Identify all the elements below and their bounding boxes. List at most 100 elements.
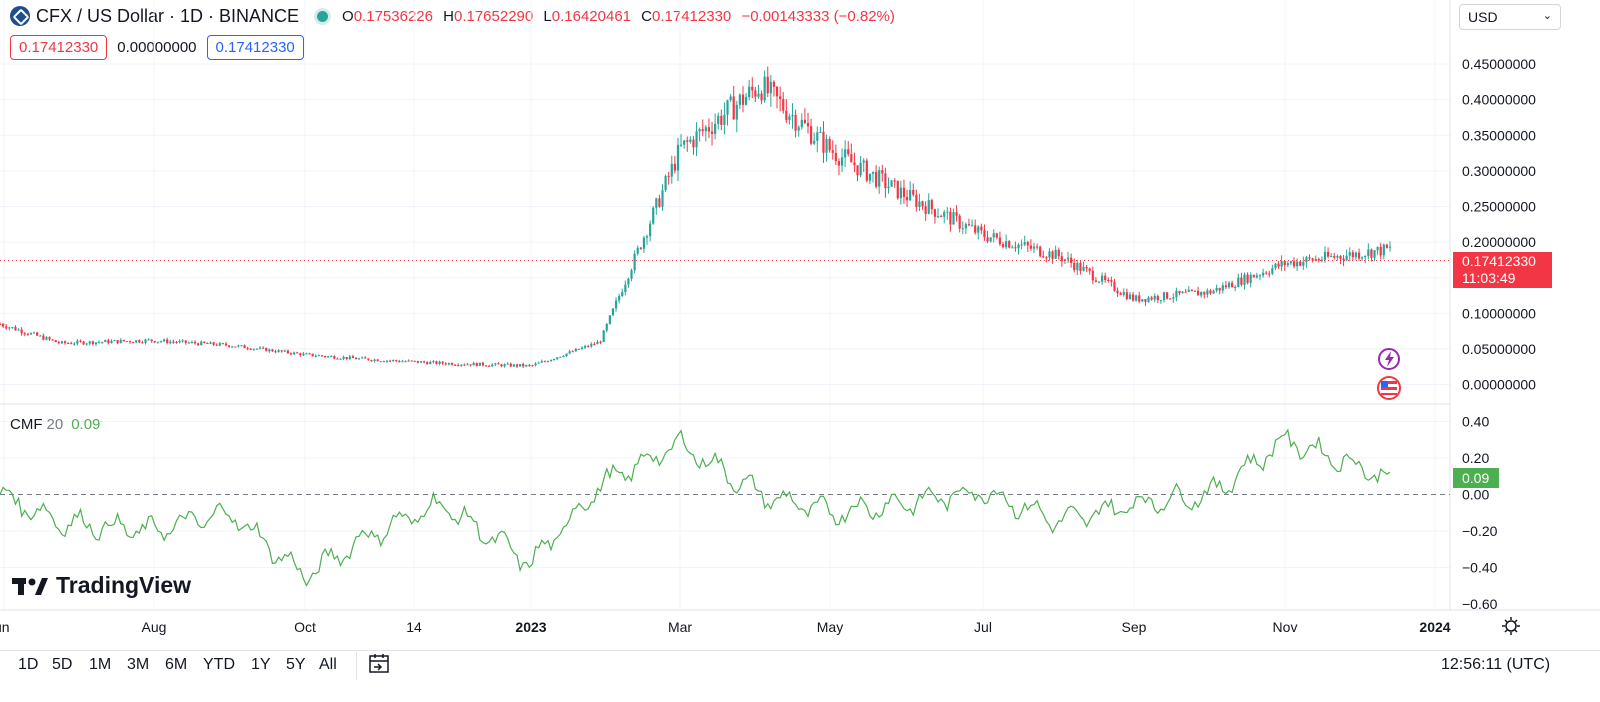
candle-body [1138,295,1141,302]
symbol-title[interactable]: CFX / US Dollar · 1D · BINANCE [36,5,300,26]
candle-body [1091,270,1094,281]
price-tick-label: 0.10000000 [1462,305,1536,321]
chart-header: CFX / US Dollar · 1D · BINANCE O0.175362… [10,4,901,28]
candle-body [184,340,187,343]
tradingview-watermark[interactable]: TradingView [12,572,191,599]
candle-body [751,86,754,91]
utc-clock[interactable]: 12:56:11 (UTC) [1441,656,1551,673]
candle-body [113,340,116,342]
currency-select[interactable]: USD ⌄ [1459,4,1561,30]
time-tick-label: Aug [142,619,167,635]
candle-body [104,340,107,342]
candle-body [79,340,82,342]
buy-price-box[interactable]: 0.17412330 [206,35,304,60]
candle-body [197,343,200,346]
candle-body [946,211,949,213]
cmf-value-tag [1453,468,1499,488]
candle-body [212,342,215,345]
lightning-icon [1378,348,1400,370]
candle-body [76,340,79,344]
candle-body [673,163,676,171]
candle-body [933,209,937,217]
candle-body [125,341,129,343]
range-button-1m[interactable]: 1M [89,656,112,673]
candle-body [1125,292,1128,300]
range-button-3m[interactable]: 3M [127,656,150,673]
candle-body [8,327,11,329]
candle-body [1215,287,1218,291]
candle-body [0,323,2,325]
candle-body [837,161,841,166]
range-button-6m[interactable]: 6M [165,656,188,673]
range-button-ytd[interactable]: YTD [203,656,235,673]
candle-body [522,364,525,367]
candle-body [921,201,924,207]
candle-body [692,139,695,148]
candle-body [17,329,20,331]
candle-body [1224,285,1228,288]
tradingview-logo-icon [12,577,48,595]
candle-body [1073,263,1076,271]
tradingview-wordmark: TradingView [56,572,192,598]
candle-body [512,364,515,367]
candle-body [936,216,940,218]
candle-body [992,233,995,238]
candle-body [246,348,249,350]
candle-body [896,180,899,199]
bottom-toolbar [0,650,1600,702]
candle-body [559,356,562,358]
candle-body [466,364,469,366]
candle-body [1070,257,1073,264]
candle-body [156,341,159,343]
candle-body [1045,257,1048,259]
candle-body [1113,281,1116,291]
candle-body [85,343,88,345]
candle-body [392,360,395,362]
chart-canvas[interactable]: 0.45000000 0.40000000 0.35000000 0.30000000… [0,0,1600,650]
cmf-value-text: 0.09 [1462,470,1489,486]
candle-body [624,284,627,293]
candle-body [1354,252,1358,258]
range-button-5y[interactable]: 5Y [286,656,306,673]
time-tick-label: May [817,619,843,635]
candle-body [596,341,599,345]
candle-body [878,170,881,187]
range-button-1y[interactable]: 1Y [251,656,271,673]
candle-body [967,224,971,226]
range-button-5d[interactable]: 5D [52,656,73,673]
candle-body [924,206,927,214]
candle-body [642,237,646,249]
cmf-tick-label: −0.60 [1462,596,1498,612]
time-tick-label: Sep [1122,619,1147,635]
candle-body [1330,255,1333,257]
candle-body [1150,297,1153,300]
candle-body [1296,261,1299,267]
candle-body [463,364,466,366]
time-tick-label: 2024 [1419,619,1450,635]
candle-body [299,353,302,356]
candle-body [193,341,197,344]
goto-date-icon[interactable] [367,652,391,681]
candle-body [723,114,726,125]
candle-body [1333,255,1336,258]
candle-body [289,353,293,355]
cmf-legend[interactable]: CMF 20 0.09 [10,416,100,433]
candle-body [686,140,689,142]
candle-body [1320,259,1323,261]
candle-body [11,327,14,329]
candle-body [110,340,113,344]
range-button-all[interactable]: All [319,656,337,673]
candle-body [1277,263,1280,267]
candle-body [1286,263,1289,266]
range-button-1d[interactable]: 1D [18,656,39,673]
sell-price-box[interactable]: 0.17412330 [10,35,108,60]
candle-body [1258,275,1262,277]
market-status-icon[interactable] [317,10,329,22]
candle-body [14,327,17,331]
candle-body [791,114,794,117]
candle-body [1227,282,1231,288]
candle-body [763,76,766,101]
price-tick-label: 0.45000000 [1462,56,1536,72]
candle-body [274,351,277,353]
candle-body [107,340,110,344]
